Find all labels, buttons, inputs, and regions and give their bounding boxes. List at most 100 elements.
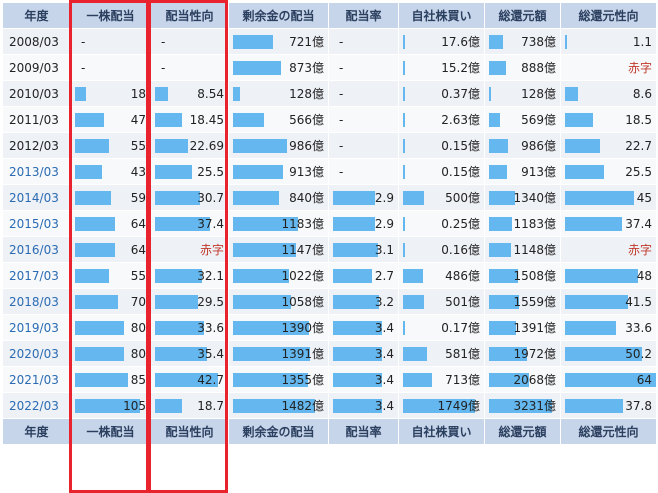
- surplus-dividend-cell: 913億: [228, 158, 329, 185]
- table-row: 2020/03 80 35.4 1391億 3.4 581億 1972億 50.2: [2, 340, 657, 367]
- value-bar: [333, 373, 382, 387]
- footer-payout-ratio[interactable]: 配当性向: [150, 418, 229, 445]
- year-cell[interactable]: 2019/03: [2, 314, 71, 341]
- total-return-ratio-cell: 64: [560, 366, 657, 393]
- year-cell[interactable]: 2021/03: [2, 366, 71, 393]
- total-return-ratio-cell: 8.6: [560, 80, 657, 107]
- value-bar: [403, 243, 405, 257]
- cell-value: 25.5: [625, 164, 652, 179]
- cell-value: 500億: [445, 191, 480, 205]
- value-bar: [75, 191, 111, 205]
- value-bar: [403, 139, 405, 153]
- total-return-cell: 738億: [484, 28, 561, 55]
- cell-value: 37.4: [197, 216, 224, 231]
- cell-value: 0.16億: [441, 243, 480, 257]
- surplus-dividend-cell: 1391億: [228, 340, 329, 367]
- value-bar: [403, 35, 405, 49]
- cell-value: 486億: [445, 269, 480, 283]
- footer-dividend-rate[interactable]: 配当率: [328, 418, 399, 445]
- payout-ratio-cell: 35.4: [150, 340, 229, 367]
- footer-surplus-dividend[interactable]: 剰余金の配当: [228, 418, 329, 445]
- cell-value: 80: [130, 320, 146, 335]
- value-bar: [233, 295, 291, 309]
- header-total-return[interactable]: 総還元額: [484, 2, 561, 29]
- payout-ratio-cell: 22.69: [150, 132, 229, 159]
- value-bar: [489, 347, 527, 361]
- footer-dividend-per-share[interactable]: 一株配当: [70, 418, 151, 445]
- footer-buyback[interactable]: 自社株買い: [398, 418, 485, 445]
- value-bar: [155, 165, 192, 179]
- header-dividend-rate[interactable]: 配当率: [328, 2, 399, 29]
- cell-value: 1340億: [513, 191, 556, 205]
- dividend-rate-cell: -: [328, 132, 399, 159]
- year-cell[interactable]: 2014/03: [2, 184, 71, 211]
- cell-value: 986億: [289, 139, 324, 153]
- cell-value: 1058億: [281, 295, 324, 309]
- dividend-rate-cell: -: [328, 28, 399, 55]
- year-cell[interactable]: 2020/03: [2, 340, 71, 367]
- cell-value: 1508億: [513, 269, 556, 283]
- cell-value: 0.25億: [441, 217, 480, 231]
- year-cell[interactable]: 2016/03: [2, 236, 71, 263]
- footer-year[interactable]: 年度: [2, 418, 71, 445]
- value-bar: [75, 269, 109, 283]
- dividend-per-share-cell: -: [70, 28, 151, 55]
- value-bar: [565, 165, 604, 179]
- value-bar: [565, 113, 593, 127]
- cell-value: 2068億: [513, 373, 556, 387]
- cell-value: 37.8: [625, 398, 652, 413]
- cell-value: 721億: [289, 35, 324, 49]
- table-row: 2016/03 64 赤字 1147億 3.1 0.16億 1148億 赤字: [2, 236, 657, 263]
- header-total-return-ratio[interactable]: 総還元性向: [560, 2, 657, 29]
- surplus-dividend-cell: 1058億: [228, 288, 329, 315]
- year-cell[interactable]: 2013/03: [2, 158, 71, 185]
- buyback-cell: 17.6億: [398, 28, 485, 55]
- header-year[interactable]: 年度: [2, 2, 71, 29]
- cell-value: 913億: [289, 165, 324, 179]
- header-dividend-per-share[interactable]: 一株配当: [70, 2, 151, 29]
- cell-value: 1559億: [513, 295, 556, 309]
- year-cell[interactable]: 2018/03: [2, 288, 71, 315]
- cell-value: 3.2: [374, 294, 394, 309]
- year-cell[interactable]: 2017/03: [2, 262, 71, 289]
- payout-ratio-cell: 32.1: [150, 262, 229, 289]
- dividend-per-share-cell: 70: [70, 288, 151, 315]
- dividend-per-share-cell: 43: [70, 158, 151, 185]
- cell-value: 840億: [289, 191, 324, 205]
- value-bar: [489, 399, 552, 413]
- surplus-dividend-cell: 873億: [228, 54, 329, 81]
- year-cell[interactable]: 2022/03: [2, 392, 71, 419]
- table-row: 2012/03 55 22.69 986億 -0.15億 986億 22.7: [2, 132, 657, 159]
- buyback-cell: 0.37億: [398, 80, 485, 107]
- header-surplus-dividend[interactable]: 剰余金の配当: [228, 2, 329, 29]
- cell-value: 0.37億: [441, 87, 480, 101]
- header-buyback[interactable]: 自社株買い: [398, 2, 485, 29]
- cell-value: 3.4: [374, 398, 394, 413]
- value-bar: [155, 139, 188, 153]
- cell-value: 2.7: [374, 268, 394, 283]
- value-bar: [233, 269, 289, 283]
- buyback-cell: 501億: [398, 288, 485, 315]
- payout-ratio-cell: 18.7: [150, 392, 229, 419]
- total-return-cell: 569億: [484, 106, 561, 133]
- total-return-ratio-cell: 41.5: [560, 288, 657, 315]
- value-bar: [565, 191, 634, 205]
- dividend-rate-cell: -: [328, 158, 399, 185]
- footer-total-return[interactable]: 総還元額: [484, 418, 561, 445]
- footer-total-return-ratio[interactable]: 総還元性向: [560, 418, 657, 445]
- value-bar: [489, 243, 511, 257]
- value-bar: [403, 217, 405, 231]
- payout-ratio-cell: 赤字: [150, 236, 229, 263]
- value-bar: [233, 165, 283, 179]
- value-bar: [155, 347, 207, 361]
- cell-value: 0.15億: [441, 139, 480, 153]
- year-cell[interactable]: 2015/03: [2, 210, 71, 237]
- total-return-ratio-cell: 48: [560, 262, 657, 289]
- value-bar: [233, 113, 264, 127]
- total-return-cell: 1559億: [484, 288, 561, 315]
- total-return-cell: 913億: [484, 158, 561, 185]
- cell-value: 2.63億: [441, 113, 480, 127]
- header-payout-ratio[interactable]: 配当性向: [150, 2, 229, 29]
- value-bar: [333, 399, 382, 413]
- surplus-dividend-cell: 1183億: [228, 210, 329, 237]
